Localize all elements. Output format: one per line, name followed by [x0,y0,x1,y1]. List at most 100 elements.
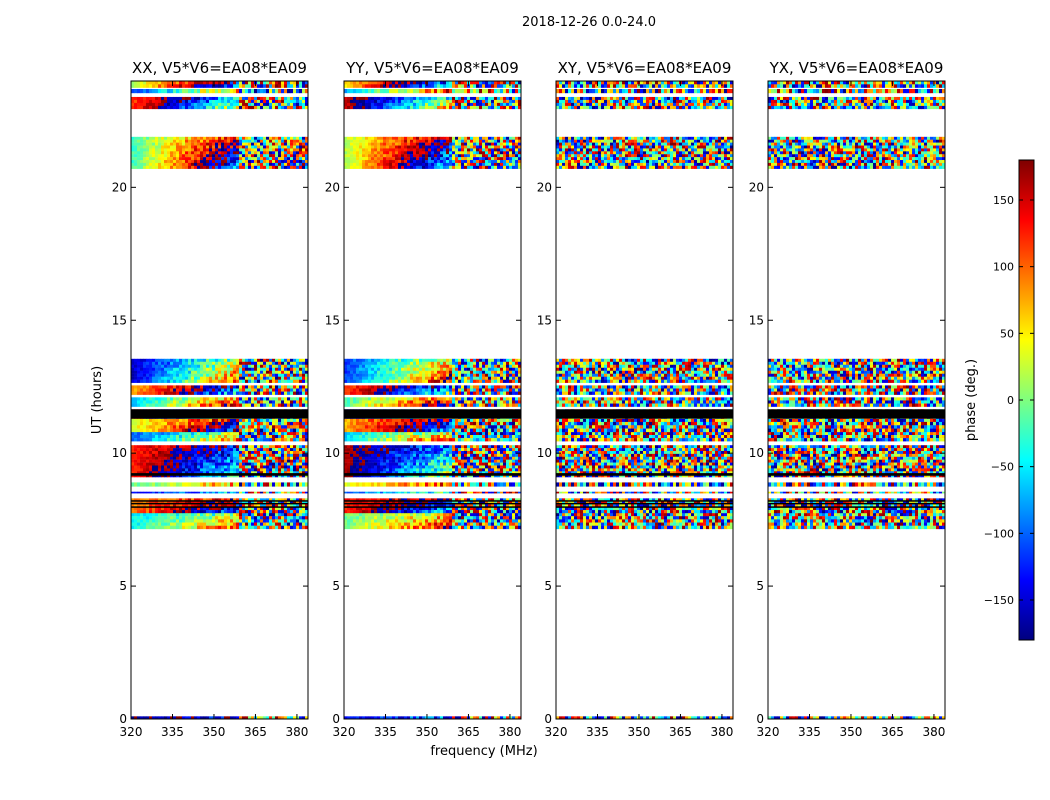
data-cell [131,136,135,140]
data-cell [257,438,261,442]
data-cell [200,519,204,523]
data-cell [215,445,219,449]
data-cell [227,364,231,368]
data-cell [230,99,234,104]
data-cell [404,456,408,460]
data-cell [140,421,144,426]
data-cell [218,99,222,104]
data-cell [188,96,192,101]
data-cell [290,373,294,377]
data-cell [497,716,501,719]
data-cell [197,96,201,101]
data-cell [131,716,135,719]
data-cell [179,445,183,449]
data-cell [437,525,441,530]
data-cell [200,373,204,377]
data-cell [401,510,405,514]
data-cell [215,448,219,452]
data-cell [173,504,177,508]
data-cell [146,364,150,368]
data-cell [146,370,150,374]
data-cell [272,504,276,508]
data-cell [296,491,300,494]
data-cell [140,165,144,169]
data-cell [152,358,156,362]
data-cell [422,522,426,526]
data-cell [410,519,414,523]
data-cell [263,388,267,392]
data-cell [140,162,144,167]
data-cell [224,445,228,449]
data-cell [197,428,201,433]
data-cell [200,139,204,143]
data-cell [227,504,231,508]
data-cell [170,136,174,140]
data-cell [152,139,156,143]
data-cell [242,403,246,407]
data-cell [191,364,195,368]
data-cell [206,421,210,426]
data-cell [416,716,420,719]
data-cell [296,510,300,514]
data-cell [485,507,489,511]
data-cell [281,154,285,158]
data-cell [209,468,213,472]
data-cell [248,448,252,452]
data-cell [269,498,273,502]
data-cell [236,456,240,460]
data-cell [134,431,138,436]
data-cell [212,148,216,152]
data-cell [194,358,198,362]
data-cell [146,385,150,389]
data-cell [212,468,216,472]
data-cell [269,501,273,505]
data-cell [185,151,189,155]
data-cell [287,165,291,169]
data-cell [224,421,228,426]
data-cell [230,148,234,152]
data-cell [293,151,297,155]
data-cell [275,105,279,110]
data-cell [224,397,228,401]
data-cell [245,367,249,371]
data-cell [206,400,210,404]
data-cell [233,716,237,719]
data-cell [287,358,291,362]
data-cell [158,376,162,380]
data-cell [380,453,384,457]
data-cell [140,400,144,404]
data-cell [236,510,240,514]
data-cell [173,498,177,502]
data-cell [254,145,258,149]
data-cell [158,162,162,167]
data-cell [428,453,432,457]
data-cell [482,491,486,494]
data-cell [440,525,444,530]
data-cell [509,448,513,452]
data-cell [227,498,231,502]
data-cell [173,358,177,362]
data-cell [290,448,294,452]
data-cell [344,507,348,511]
data-cell [431,456,435,460]
data-cell [197,391,201,395]
data-cell [305,512,308,517]
data-cell [179,99,183,104]
data-cell [197,102,201,107]
data-cell [278,522,282,526]
data-cell [194,105,198,110]
data-cell [446,498,450,502]
data-cell [188,157,192,161]
data-cell [254,445,258,449]
data-cell [257,510,261,514]
data-cell [266,358,270,362]
data-cell [146,136,150,140]
data-cell [227,519,231,523]
data-cell [434,501,438,505]
data-cell [359,512,363,517]
data-cell [245,139,249,143]
data-cell [179,482,183,487]
data-cell [194,361,198,365]
data-cell [296,516,300,520]
data-cell [224,88,228,94]
